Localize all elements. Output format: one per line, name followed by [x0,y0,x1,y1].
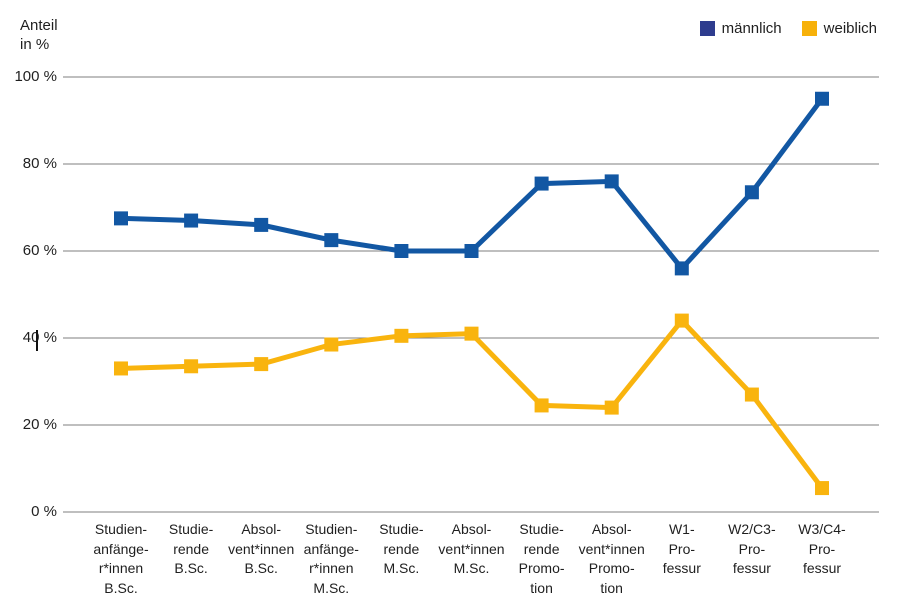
y-axis-tick-label: 60 % [22,242,57,259]
maennlich-marker [394,244,409,258]
y-axis-tick-label: 0 % [31,503,57,520]
maennlich-line [120,97,825,273]
weiblich-marker [394,328,409,343]
legend-label-maennlich: männlich [721,20,782,37]
text-cursor-artifact [36,330,38,351]
weiblich-marker [254,357,269,372]
x-axis-label: Absol- vent*innen B.Sc. [228,521,295,576]
weiblich-marker [815,481,829,496]
y-axis-tick-label: 20 % [22,416,57,433]
y-axis-tick-label: 40 % [22,329,57,346]
x-axis-label: Studie- rende B.Sc. [168,521,214,576]
weiblich-marker [744,387,759,402]
legend-swatch-weiblich [801,21,817,36]
y-axis-tick-label: 80 % [22,155,57,172]
maennlich-marker [254,217,269,232]
maennlich-marker [184,213,199,228]
x-axis-label: Studie- rende M.Sc. [379,521,424,576]
weiblich-marker [534,398,549,413]
weiblich-marker [324,337,339,352]
maennlich-marker [815,91,829,106]
maennlich-marker [744,185,759,200]
legend-label-weiblich: weiblich [823,20,877,37]
maennlich-marker [534,176,549,191]
legend: männlich weiblich [699,20,877,37]
x-axis-label: Studie- rende Promo- tion [518,521,565,596]
weiblich-marker [674,313,689,328]
weiblich-marker [464,326,479,341]
x-axis-label: Absol- vent*innen M.Sc. [438,521,505,576]
maennlich-marker [674,261,689,276]
y-axis-tick-label: 100 % [14,68,57,85]
maennlich-marker [604,174,619,189]
weiblich-marker [184,359,199,374]
x-axis-label: Studien- anfänge- r*innen M.Sc. [303,521,359,596]
x-axis-label: W1- Pro- fessur [662,521,701,576]
maennlich-marker [324,233,339,248]
maennlich-marker [114,211,128,226]
maennlich-marker [464,244,479,258]
x-axis-label: Absol- vent*innen Promo- tion [578,521,645,596]
weiblich-marker [114,361,128,376]
y-axis-title: Anteil in % [20,17,58,53]
legend-swatch-maennlich [699,21,715,36]
x-axis-label: W3/C4- Pro- fessur [798,521,846,576]
x-axis-label: W2/C3- Pro- fessur [728,521,776,576]
x-axis-label: Studien- anfänge- r*innen B.Sc. [93,521,149,596]
weiblich-marker [604,400,619,415]
weiblich-line [120,316,825,490]
